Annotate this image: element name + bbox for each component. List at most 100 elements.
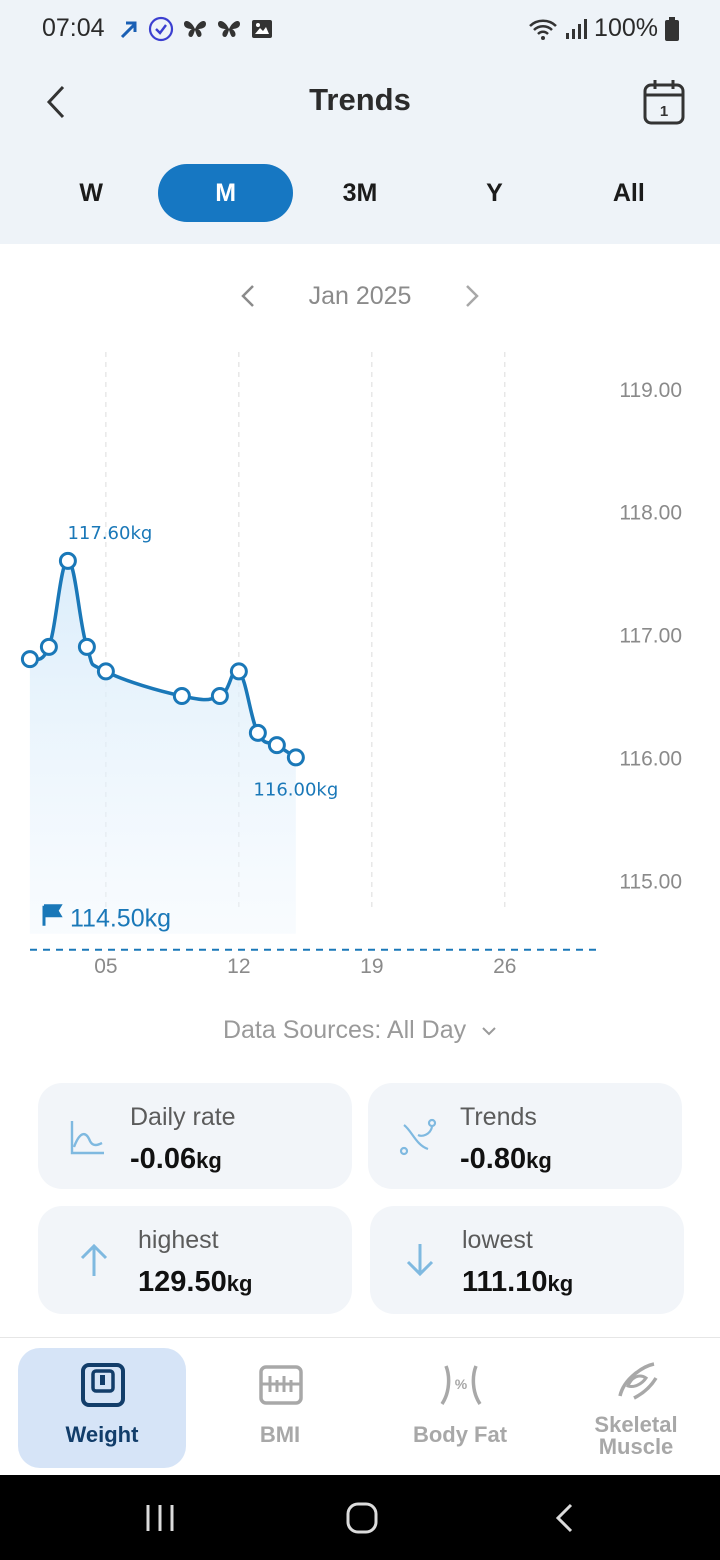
- tab-all[interactable]: All: [612, 178, 645, 207]
- nav-skeletal-muscle-label: Skeletal Muscle: [552, 1414, 720, 1458]
- calendar-button[interactable]: 1: [640, 76, 688, 128]
- nav-bmi[interactable]: BMI: [196, 1348, 364, 1468]
- y-tick-label: 116.00: [619, 747, 682, 770]
- svg-text:%: %: [455, 1376, 468, 1392]
- highest-value: 129.50kg: [138, 1266, 252, 1299]
- nav-skeletal-line1: Skeletal: [594, 1412, 678, 1437]
- y-tick-label: 117.00: [619, 625, 682, 648]
- nav-skeletal-muscle[interactable]: Skeletal Muscle: [552, 1348, 720, 1468]
- data-point: [210, 687, 229, 705]
- daily-rate-card[interactable]: Daily rate -0.06kg: [38, 1083, 352, 1189]
- series-area: [29, 560, 296, 934]
- system-back-button[interactable]: [534, 1495, 594, 1541]
- lowest-label: lowest: [462, 1226, 533, 1254]
- image-icon: [252, 20, 272, 38]
- calendar-icon: 1: [643, 80, 685, 125]
- trends-value: -0.80kg: [460, 1143, 552, 1176]
- chevron-left-icon: [241, 285, 254, 307]
- next-month-button[interactable]: [456, 276, 488, 316]
- status-time: 07:04: [42, 14, 105, 42]
- data-point: [286, 748, 305, 767]
- chevron-down-icon: [482, 1027, 496, 1036]
- line-chart-icon: [70, 1121, 104, 1155]
- page-title: Trends: [309, 82, 411, 117]
- daily-rate-number: -0.06: [130, 1143, 197, 1175]
- muscle-icon: [618, 1362, 658, 1400]
- calendar-day: 1: [660, 103, 668, 120]
- scale-icon: [81, 1363, 125, 1407]
- tab-month[interactable]: M: [158, 164, 293, 222]
- check-circle-icon: [148, 16, 174, 42]
- chevron-left-icon: [46, 85, 65, 119]
- trends-label: Trends: [460, 1103, 537, 1131]
- data-point: [229, 662, 248, 681]
- trends-number: -0.80: [460, 1143, 527, 1175]
- lowest-card[interactable]: lowest 111.10kg: [370, 1206, 684, 1314]
- previous-month-button[interactable]: [232, 276, 264, 316]
- top-panel: 07:04 100% Trends 1: [0, 0, 720, 244]
- trend-path-icon: [399, 1118, 437, 1156]
- x-tick-label: 12: [227, 955, 250, 978]
- data-point: [20, 650, 39, 669]
- month-label: Jan 2025: [308, 282, 412, 310]
- nav-weight-label: Weight: [65, 1422, 139, 1447]
- data-point: [39, 637, 58, 656]
- body-fat-icon: %: [440, 1365, 482, 1405]
- data-point: [96, 662, 115, 681]
- nav-body-fat-label: Body Fat: [412, 1422, 508, 1447]
- y-tick-label: 119.00: [619, 379, 682, 402]
- wifi-icon: [529, 19, 557, 40]
- last-value-label: 116.00kg: [253, 779, 338, 800]
- trends-card[interactable]: Trends -0.80kg: [368, 1083, 682, 1189]
- data-point: [58, 551, 77, 570]
- lowest-unit: kg: [547, 1271, 574, 1296]
- daily-rate-unit: kg: [196, 1148, 222, 1173]
- arrow-up-icon: [80, 1243, 108, 1276]
- nav-body-fat[interactable]: % Body Fat: [376, 1348, 544, 1468]
- x-tick-label: 05: [94, 955, 117, 978]
- arrow-up-right-icon: [120, 21, 137, 39]
- bmi-ruler-icon: [259, 1365, 303, 1405]
- recent-apps-button[interactable]: [130, 1495, 190, 1541]
- daily-rate-value: -0.06kg: [130, 1143, 222, 1176]
- x-tick-label: 26: [493, 955, 516, 978]
- system-back-icon: [555, 1503, 573, 1533]
- month-navigator: Jan 2025: [0, 270, 720, 320]
- highest-unit: kg: [226, 1271, 253, 1296]
- flag-icon: [42, 904, 63, 926]
- butterfly-icon: [184, 21, 206, 37]
- data-point: [77, 637, 96, 656]
- tab-week[interactable]: W: [79, 178, 103, 207]
- data-sources-selector[interactable]: Data Sources: All Day: [0, 1016, 720, 1045]
- weight-chart-svg: 05 12 19 26 119.00 118.00 117.00 116.00 115.00 11…: [20, 352, 682, 978]
- highest-label: highest: [138, 1226, 219, 1254]
- y-tick-label: 118.00: [619, 502, 682, 525]
- nav-bmi-label: BMI: [259, 1422, 301, 1447]
- arrow-down-icon: [406, 1244, 434, 1277]
- header: Trends 1: [0, 70, 720, 134]
- data-sources-label: Data Sources: All Day: [222, 1016, 467, 1044]
- highest-card[interactable]: highest 129.50kg: [38, 1206, 352, 1314]
- x-tick-label: 19: [360, 955, 383, 978]
- home-icon: [346, 1502, 378, 1534]
- nav-weight[interactable]: Weight: [18, 1348, 186, 1468]
- chevron-right-icon: [466, 285, 479, 307]
- back-button[interactable]: [34, 76, 78, 128]
- data-point: [172, 687, 191, 705]
- lowest-value: 111.10kg: [462, 1266, 573, 1299]
- weight-trend-chart[interactable]: 05 12 19 26 119.00 118.00 117.00 116.00 115.00 11…: [0, 340, 720, 1000]
- daily-rate-label: Daily rate: [130, 1103, 236, 1131]
- goal-label: 114.50kg: [70, 905, 171, 933]
- bottom-navigation: Weight BMI % Body Fat Skeletal Muscle: [0, 1337, 720, 1475]
- battery-percent: 100%: [594, 14, 658, 42]
- highest-number: 129.50: [138, 1266, 227, 1298]
- period-tabs: W M 3M Y All: [24, 164, 696, 222]
- status-bar: 07:04 100%: [0, 0, 720, 60]
- recent-apps-icon: [146, 1505, 174, 1531]
- notification-icons: [118, 16, 274, 42]
- tab-year[interactable]: Y: [486, 178, 503, 207]
- home-button[interactable]: [332, 1495, 392, 1541]
- y-tick-label: 115.00: [619, 870, 682, 893]
- lowest-number: 111.10: [462, 1266, 548, 1298]
- tab-3-months[interactable]: 3M: [342, 178, 378, 207]
